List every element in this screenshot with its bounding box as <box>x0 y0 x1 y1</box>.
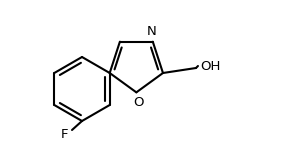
Text: N: N <box>147 25 157 38</box>
Text: F: F <box>60 128 68 141</box>
Text: O: O <box>133 96 144 109</box>
Text: OH: OH <box>200 60 220 73</box>
